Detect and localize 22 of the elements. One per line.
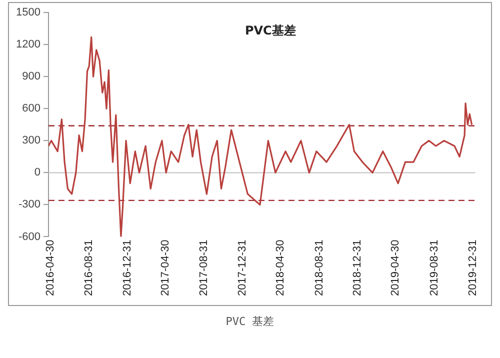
x-tick-label: 2016-04-30 xyxy=(44,240,56,296)
y-tick-label: 900 xyxy=(22,70,40,83)
x-tick-label: 2016-12-31 xyxy=(122,240,134,296)
x-tick-label: 2018-04-30 xyxy=(274,240,286,296)
x-tick-label: 2019-04-30 xyxy=(390,240,402,296)
y-tick-label: 600 xyxy=(22,102,40,115)
x-tick-label: 2017-04-30 xyxy=(159,240,172,296)
x-tick-label: 2017-08-31 xyxy=(198,240,210,296)
x-tick-label: 2019-08-31 xyxy=(428,240,440,296)
y-tick-label: -600 xyxy=(18,230,40,243)
x-tick-label: 2018-12-31 xyxy=(352,240,364,296)
y-tick-label: 300 xyxy=(22,134,40,147)
x-tick-label: 2016-08-31 xyxy=(83,240,96,296)
x-tick-label: 2017-12-31 xyxy=(236,240,249,296)
text: PVC基差 xyxy=(244,24,296,38)
x-tick-label: 2018-08-31 xyxy=(313,240,326,296)
y-tick-label: 1200 xyxy=(16,38,40,51)
x-tick-label: 2019-12-31 xyxy=(466,240,479,296)
y-tick-label: -300 xyxy=(18,198,40,211)
y-tick-label: 1500 xyxy=(16,6,40,19)
y-tick-label: 0 xyxy=(34,166,40,179)
text: PVC 基差 xyxy=(224,314,276,329)
